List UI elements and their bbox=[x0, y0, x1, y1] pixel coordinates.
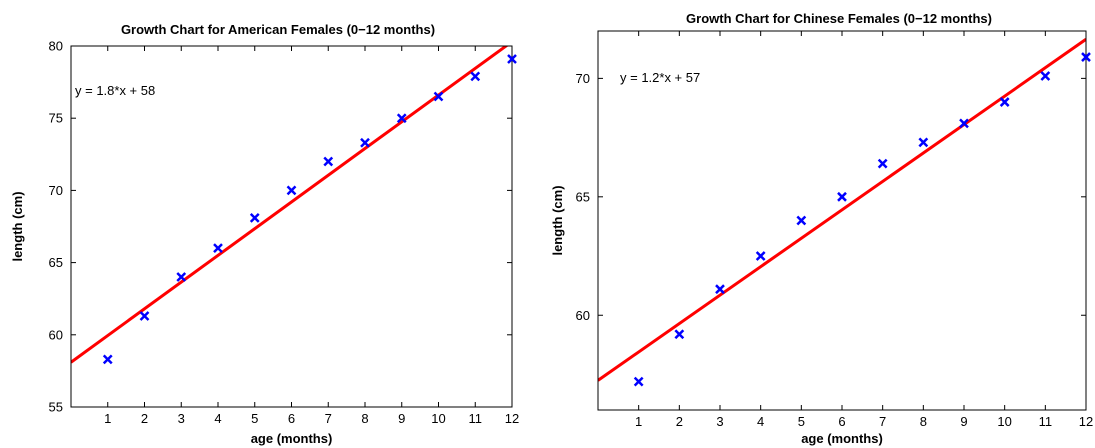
x-tick-label: 12 bbox=[1079, 414, 1093, 429]
equation-annotation: y = 1.8*x + 58 bbox=[75, 83, 155, 98]
data-point bbox=[213, 243, 223, 254]
x-tick-label: 7 bbox=[325, 411, 332, 426]
data-point bbox=[102, 354, 113, 365]
y-tick-label: 75 bbox=[49, 111, 63, 126]
chart-title: Growth Chart for American Females (0−12 … bbox=[121, 22, 435, 37]
x-tick-label: 10 bbox=[431, 411, 445, 426]
data-point bbox=[396, 113, 407, 124]
x-tick-label: 6 bbox=[838, 414, 845, 429]
data-point bbox=[323, 156, 334, 167]
data-point bbox=[918, 137, 929, 148]
x-tick-label: 8 bbox=[361, 411, 368, 426]
data-point bbox=[507, 54, 517, 64]
data-point bbox=[877, 158, 888, 169]
y-axis-label: length (cm) bbox=[10, 191, 25, 261]
x-tick-label: 10 bbox=[997, 414, 1011, 429]
y-tick-label: 60 bbox=[576, 308, 590, 323]
fit-line bbox=[598, 38, 1086, 382]
x-axis-label: age (months) bbox=[801, 431, 883, 446]
y-tick-label: 80 bbox=[49, 39, 63, 54]
data-point bbox=[433, 91, 444, 102]
chart-2: Growth Chart for Chinese Females (0−12 m… bbox=[550, 11, 1093, 446]
data-point bbox=[999, 97, 1010, 107]
x-tick-label: 6 bbox=[288, 411, 295, 426]
x-tick-label: 9 bbox=[398, 411, 405, 426]
y-axis-label: length (cm) bbox=[550, 185, 565, 255]
data-point bbox=[360, 137, 370, 148]
x-axis-label: age (months) bbox=[251, 431, 333, 446]
x-tick-label: 1 bbox=[104, 411, 111, 426]
x-tick-label: 4 bbox=[214, 411, 221, 426]
data-point bbox=[959, 118, 969, 129]
y-tick-label: 65 bbox=[49, 255, 63, 270]
data-point bbox=[633, 376, 644, 387]
y-tick-label: 70 bbox=[49, 183, 63, 198]
x-tick-label: 3 bbox=[178, 411, 185, 426]
x-tick-label: 5 bbox=[798, 414, 805, 429]
data-point bbox=[837, 191, 847, 202]
data-point bbox=[715, 284, 725, 295]
plot-frame bbox=[597, 30, 1087, 411]
data-point bbox=[176, 272, 187, 282]
data-point bbox=[286, 185, 297, 196]
plot-frame bbox=[70, 45, 513, 408]
x-tick-label: 8 bbox=[920, 414, 927, 429]
x-tick-label: 11 bbox=[1039, 414, 1053, 429]
x-tick-label: 11 bbox=[469, 411, 483, 426]
equation-annotation: y = 1.2*x + 57 bbox=[620, 70, 700, 85]
x-tick-label: 4 bbox=[757, 414, 764, 429]
x-tick-label: 2 bbox=[141, 411, 148, 426]
data-point bbox=[796, 215, 807, 226]
y-tick-label: 55 bbox=[49, 400, 63, 415]
chart-title: Growth Chart for Chinese Females (0−12 m… bbox=[686, 11, 992, 26]
data-point bbox=[139, 311, 150, 321]
data-point bbox=[755, 251, 766, 261]
data-point bbox=[674, 329, 685, 340]
data-point bbox=[470, 71, 481, 82]
y-tick-label: 70 bbox=[576, 71, 590, 86]
chart-1: Growth Chart for American Females (0−12 … bbox=[10, 22, 519, 446]
x-tick-label: 1 bbox=[635, 414, 642, 429]
x-tick-label: 5 bbox=[251, 411, 258, 426]
x-tick-label: 7 bbox=[879, 414, 886, 429]
x-tick-label: 12 bbox=[505, 411, 519, 426]
y-tick-label: 65 bbox=[576, 189, 590, 204]
data-point bbox=[249, 212, 260, 223]
data-point bbox=[1081, 52, 1091, 62]
data-point bbox=[1040, 71, 1051, 81]
x-tick-label: 9 bbox=[960, 414, 967, 429]
x-tick-label: 3 bbox=[716, 414, 723, 429]
y-tick-label: 60 bbox=[49, 327, 63, 342]
x-tick-label: 2 bbox=[676, 414, 683, 429]
